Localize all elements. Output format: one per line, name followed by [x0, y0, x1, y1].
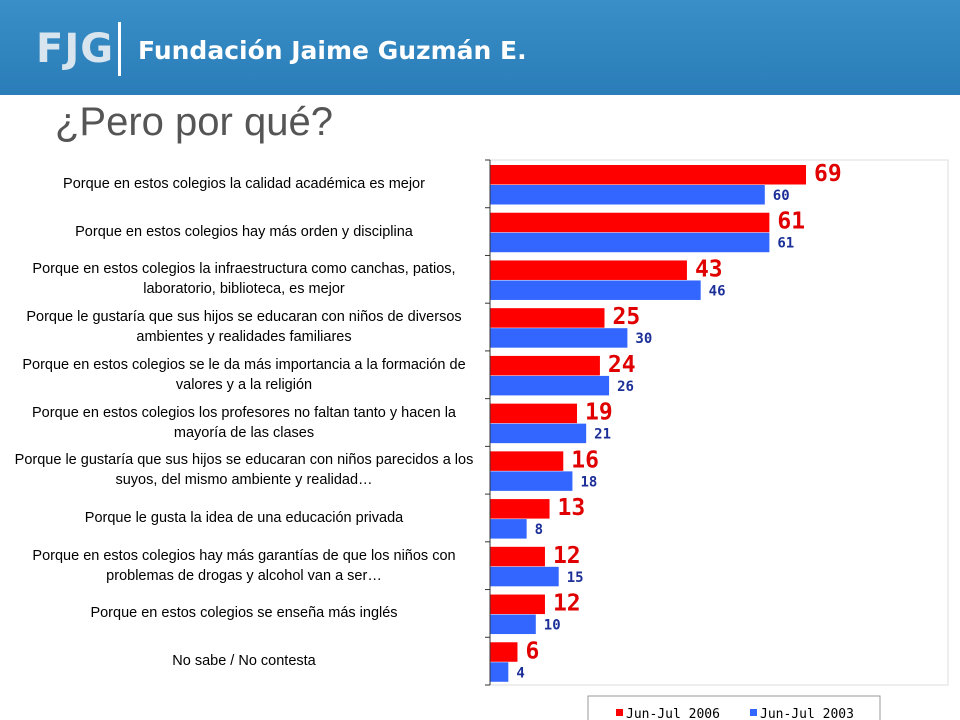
- data-label: 15: [567, 570, 584, 586]
- category-label: Porque en estos colegios hay más garantí…: [32, 547, 456, 584]
- data-label: 10: [544, 618, 561, 634]
- data-label: 6: [525, 638, 539, 664]
- legend-label: Jun-Jul 2003: [760, 707, 854, 720]
- organization-name: Fundación Jaime Guzmán E.: [138, 36, 527, 65]
- data-label: 13: [558, 495, 586, 521]
- category-label: No sabe / No contesta: [172, 653, 316, 670]
- bar: [490, 566, 559, 587]
- legend-swatch: [616, 709, 623, 716]
- bar: [490, 355, 600, 376]
- data-label: 16: [571, 447, 599, 473]
- category-label: Porque le gustaría que sus hijos se educ…: [14, 452, 474, 489]
- data-label: 60: [773, 188, 790, 204]
- category-label: Porque le gustaría que sus hijos se educ…: [26, 309, 462, 346]
- data-label: 61: [777, 209, 805, 235]
- bar: [490, 499, 550, 519]
- data-label: 12: [553, 591, 581, 617]
- header: FJG Fundación Jaime Guzmán E.: [0, 0, 960, 95]
- data-label: 46: [709, 283, 726, 299]
- data-label: 30: [635, 331, 652, 347]
- data-label: 69: [814, 161, 842, 187]
- bar: [490, 212, 770, 233]
- category-label: Porque en estos colegios la infraestruct…: [32, 261, 456, 298]
- legend-label: Jun-Jul 2006: [626, 707, 720, 720]
- data-label: 26: [617, 379, 634, 395]
- logo: FJG: [36, 26, 115, 72]
- bar: [490, 260, 687, 280]
- data-label: 19: [585, 400, 613, 426]
- bar: [490, 614, 536, 635]
- bar: [490, 642, 518, 662]
- bar: [490, 451, 564, 471]
- bar: [490, 662, 509, 682]
- bar: [490, 375, 610, 396]
- legend-swatch: [750, 709, 757, 716]
- category-label: Porque en estos colegios se le da más im…: [22, 356, 466, 393]
- bar: [490, 423, 587, 444]
- bar: [490, 546, 545, 567]
- chart-title: ¿Pero por qué?: [55, 100, 333, 144]
- category-label: Porque en estos colegios la calidad acad…: [63, 175, 425, 192]
- data-label: 43: [695, 256, 723, 282]
- bar: [490, 594, 545, 615]
- data-label: 25: [613, 304, 641, 330]
- bar: [490, 403, 578, 424]
- category-label: Porque en estos colegios hay más orden y…: [75, 223, 413, 240]
- category-label: Porque en estos colegios los profesores …: [32, 404, 456, 441]
- bar: [490, 185, 765, 205]
- data-label: 21: [594, 427, 611, 443]
- data-label: 8: [535, 522, 543, 538]
- bar: [490, 165, 807, 185]
- category-label: Porque le gusta la idea de una educación…: [84, 509, 404, 526]
- data-label: 4: [516, 665, 524, 681]
- bar: [490, 308, 605, 328]
- data-label: 18: [580, 474, 597, 490]
- bar: [490, 328, 628, 348]
- bar: [490, 232, 770, 253]
- category-label: Porque en estos colegios se enseña más i…: [90, 605, 398, 622]
- bar: [490, 280, 701, 300]
- separator: [118, 22, 121, 76]
- bar: [490, 471, 573, 491]
- bar: [490, 519, 527, 539]
- data-label: 61: [777, 236, 794, 252]
- data-label: 12: [553, 543, 581, 569]
- legend-box: [587, 695, 881, 720]
- data-label: 24: [608, 352, 636, 378]
